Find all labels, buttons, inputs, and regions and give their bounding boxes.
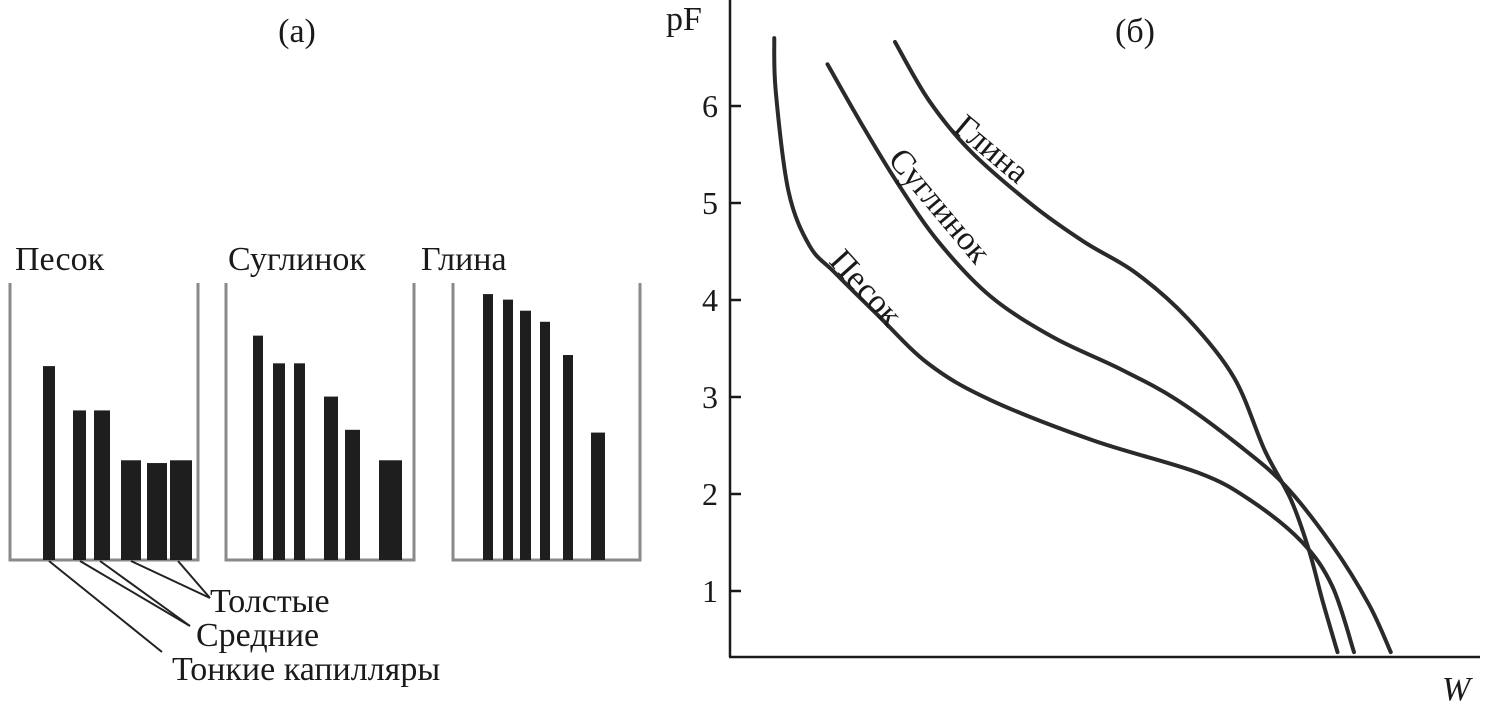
- curve-loam: [825, 62, 1393, 655]
- annotation-medium: Средние: [196, 617, 319, 654]
- bar-2-5: [591, 432, 605, 560]
- bar-1-5: [379, 460, 402, 560]
- y-tick-label-2: 2: [702, 476, 718, 512]
- bar-0-5: [170, 460, 192, 560]
- panel-box-1: [224, 283, 416, 562]
- y-axis-label: pF: [666, 1, 702, 38]
- panel-label-clay: Глина: [421, 241, 507, 278]
- leader-line-medium-1: [79, 560, 191, 627]
- bar-0-2: [94, 410, 110, 560]
- bar-2-3: [540, 321, 550, 560]
- y-tick-label-6: 6: [702, 88, 718, 124]
- curve-clay: [893, 39, 1340, 655]
- panel-a: (а) Песок Суглинок Глина Толстые Средние…: [8, 13, 642, 688]
- bar-0-0: [43, 366, 55, 560]
- panel-b-title: (б): [1115, 13, 1155, 50]
- annotation-thick: Толстые: [210, 583, 330, 620]
- bar-1-4: [345, 429, 360, 560]
- leader-line-medium-2: [99, 560, 191, 627]
- bar-1-2: [294, 363, 305, 560]
- panel-label-loam: Суглинок: [228, 241, 366, 278]
- bar-2-1: [503, 299, 513, 560]
- panel-label-sand: Песок: [15, 241, 105, 278]
- bar-1-1: [273, 363, 285, 560]
- bar-1-3: [324, 396, 338, 560]
- annotation-thin-capillaries: Тонкие капилляры: [172, 651, 440, 688]
- leader-line-thick-2: [177, 560, 211, 599]
- y-tick-label-3: 3: [702, 379, 718, 415]
- leader-line-thin: [48, 560, 163, 653]
- bar-0-1: [73, 410, 86, 560]
- curve-label-clay: Глина: [947, 108, 1036, 191]
- y-tick-label-1: 1: [702, 573, 718, 609]
- x-axis-label: W: [1442, 671, 1473, 708]
- bar-0-4: [147, 463, 167, 560]
- y-tick-label-4: 4: [702, 282, 718, 318]
- bar-1-0: [253, 335, 263, 560]
- curve-sand: [772, 36, 1356, 655]
- bar-2-2: [520, 310, 531, 560]
- leader-line-thick-1: [130, 560, 211, 599]
- bar-2-0: [483, 294, 493, 560]
- bar-0-3: [121, 460, 141, 560]
- curve-label-sand: Песок: [822, 243, 909, 334]
- panel-a-title: (а): [278, 13, 316, 50]
- bar-2-4: [563, 355, 573, 560]
- y-tick-label-5: 5: [702, 185, 718, 221]
